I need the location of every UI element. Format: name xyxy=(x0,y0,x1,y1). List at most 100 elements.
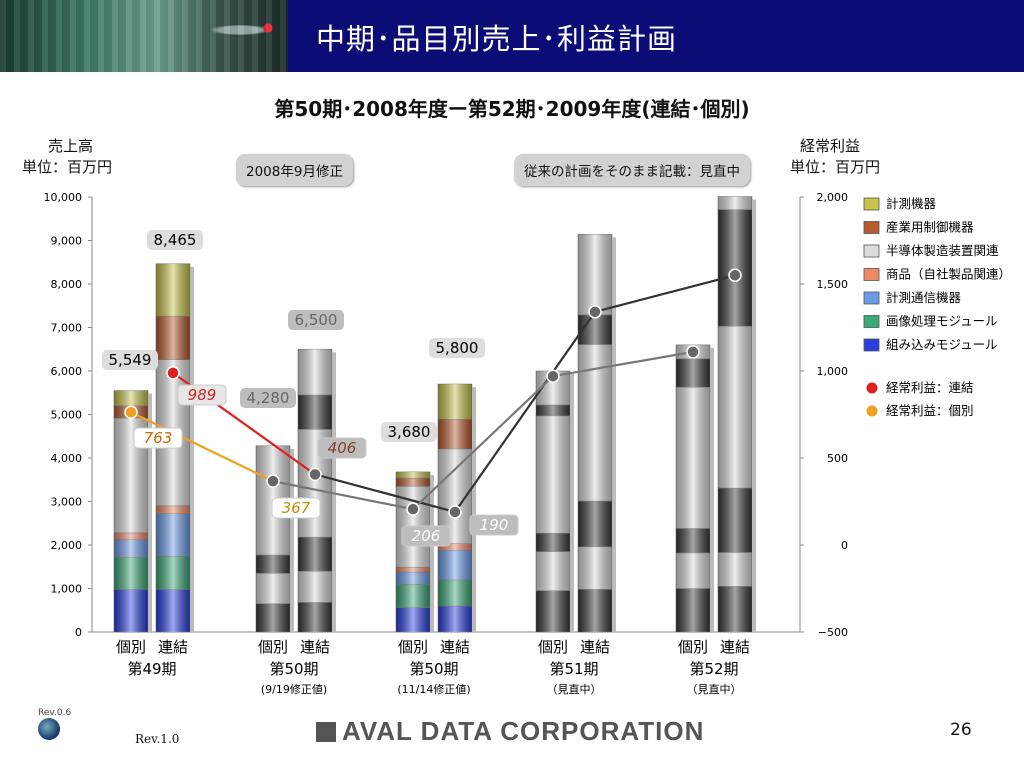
bar-segment-shine xyxy=(536,551,570,591)
bar-label: 連結 xyxy=(580,638,610,656)
bar-label: 連結 xyxy=(300,638,330,656)
bar-segment-shine xyxy=(114,532,148,540)
group-label: 第51期 xyxy=(549,660,598,678)
bar-segment-shine xyxy=(718,488,752,553)
legend-marker xyxy=(865,404,879,418)
legend-label: 商品（自社製品関連） xyxy=(886,267,1011,282)
bar-shadow xyxy=(430,474,434,632)
bar-segment-shine xyxy=(396,478,430,487)
profit-label: 406 xyxy=(328,439,357,457)
profit-label-box xyxy=(271,497,321,519)
right-axis-unit: 単位：百万円 xyxy=(790,158,881,176)
profit-label: 989 xyxy=(188,386,217,404)
bar-segment-shine xyxy=(256,555,290,574)
total-label-box xyxy=(288,310,344,330)
bar-shadow xyxy=(332,352,336,632)
right-tick-label: 2,000 xyxy=(817,191,849,204)
left-axis-title-block: 売上高 単位：百万円 xyxy=(22,136,112,178)
group-label: 第49期 xyxy=(127,660,176,678)
page-number: 26 xyxy=(950,720,972,740)
profit-marker xyxy=(588,305,602,319)
bar-label: 個別 xyxy=(258,638,288,656)
legend-swatch xyxy=(863,291,880,305)
right-tick-label: 1,000 xyxy=(817,365,849,378)
profit-label-box xyxy=(469,514,519,536)
left-tick-label: 1,000 xyxy=(51,583,83,596)
legend-label: 計測機器 xyxy=(886,196,937,211)
bar-segment-shine xyxy=(718,586,752,632)
legend-label: 経常利益：連結 xyxy=(886,380,974,395)
company-logo: AVAL DATA CORPORATION xyxy=(316,716,704,747)
left-axis-title: 売上高 xyxy=(48,137,94,155)
chart-subtitle: 第50期･2008年度ー第52期･2009年度(連結･個別) xyxy=(274,97,750,121)
profit-label: 367 xyxy=(282,499,311,517)
bar-segment-shine xyxy=(718,326,752,489)
bar-label: 連結 xyxy=(158,638,188,656)
left-tick-label: 0 xyxy=(75,626,82,639)
profit-label: 763 xyxy=(144,429,173,447)
total-label-box xyxy=(147,230,203,250)
bar-shadow xyxy=(290,448,294,632)
bar-segment-shine xyxy=(298,537,332,572)
legend-swatch xyxy=(863,338,880,352)
right-tick-label: −500 xyxy=(818,626,848,639)
header-bar: 中期･品目別売上･利益計画 xyxy=(0,0,1024,72)
bar-segment-shine xyxy=(536,533,570,552)
legend-swatch xyxy=(863,221,880,234)
group-label: 第50期 xyxy=(409,660,458,678)
profit-marker xyxy=(308,467,322,482)
bar-label: 個別 xyxy=(116,638,146,656)
total-label: 4,280 xyxy=(247,389,290,407)
bar-segment-shine xyxy=(156,513,190,557)
bar-segment-shine xyxy=(256,603,290,632)
bar-segment-shine xyxy=(718,196,752,210)
bar-segment-shine xyxy=(438,605,472,632)
bar-segment-shine xyxy=(114,589,148,632)
header-photo xyxy=(0,0,288,72)
legend-marker xyxy=(865,381,879,395)
legend-label: 組み込みモジュール xyxy=(886,337,998,352)
bar-segment-shine xyxy=(718,209,752,327)
right-axis-title: 経常利益 xyxy=(800,137,861,155)
right-axis-title-block: 経常利益 単位：百万円 xyxy=(790,136,880,178)
bar-shadow xyxy=(752,199,756,632)
total-label-box xyxy=(429,338,485,358)
right-tick-label: 0 xyxy=(841,539,848,552)
legend-swatch xyxy=(863,268,880,281)
left-tick-label: 10,000 xyxy=(44,191,83,204)
bar-segment-shine xyxy=(156,263,190,317)
profit-marker xyxy=(546,369,560,383)
group-sublabel: (9/19修正値) xyxy=(261,682,327,696)
bar-segment-shine xyxy=(676,588,710,632)
bar-shadow xyxy=(710,347,714,632)
bar-label: 連結 xyxy=(440,638,470,656)
bar-segment-shine xyxy=(156,316,190,360)
left-tick-label: 8,000 xyxy=(51,278,83,291)
right-tick-label: 1,500 xyxy=(817,278,849,291)
legend-swatch xyxy=(863,197,880,211)
bar-segment-shine xyxy=(114,557,148,590)
total-label: 3,680 xyxy=(388,423,431,441)
profit-label-box xyxy=(177,384,227,406)
total-label-box xyxy=(381,422,437,442)
bar-label: 個別 xyxy=(678,638,708,656)
bar-segment-shine xyxy=(298,571,332,603)
bar-shadow xyxy=(612,237,616,632)
profit-line-segment xyxy=(552,350,694,378)
total-label: 5,549 xyxy=(109,351,152,369)
group-label: 第50期 xyxy=(269,660,318,678)
left-tick-label: 6,000 xyxy=(51,365,83,378)
bar-segment-shine xyxy=(578,501,612,547)
profit-marker xyxy=(124,405,138,419)
profit-marker xyxy=(448,505,462,519)
left-axis-unit: 単位：百万円 xyxy=(22,158,113,176)
bar-segment-shine xyxy=(676,387,710,529)
profit-marker xyxy=(728,268,742,283)
legend-label: 経常利益：個別 xyxy=(886,403,974,418)
bar-segment-shine xyxy=(438,419,472,449)
legend-label: 画像処理モジュール xyxy=(886,314,998,329)
profit-line-segment xyxy=(412,375,554,510)
bar-segment-shine xyxy=(438,550,472,580)
bar-segment-shine xyxy=(114,539,148,558)
profit-marker xyxy=(686,345,700,359)
